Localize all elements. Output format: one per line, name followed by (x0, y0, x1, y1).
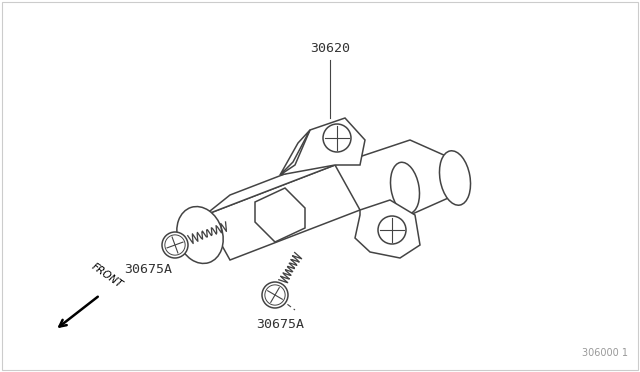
Polygon shape (280, 118, 365, 175)
Polygon shape (205, 145, 360, 215)
Polygon shape (280, 130, 310, 175)
Ellipse shape (177, 206, 223, 263)
Circle shape (262, 282, 288, 308)
Text: 306000 1: 306000 1 (582, 348, 628, 358)
Ellipse shape (440, 151, 470, 205)
Text: 30675A: 30675A (124, 263, 172, 276)
Polygon shape (255, 188, 305, 242)
Text: FRONT: FRONT (90, 262, 125, 290)
Polygon shape (355, 200, 420, 258)
Text: 30620: 30620 (310, 42, 350, 55)
Circle shape (162, 232, 188, 258)
Text: 30675A: 30675A (256, 318, 304, 331)
Polygon shape (205, 165, 360, 260)
